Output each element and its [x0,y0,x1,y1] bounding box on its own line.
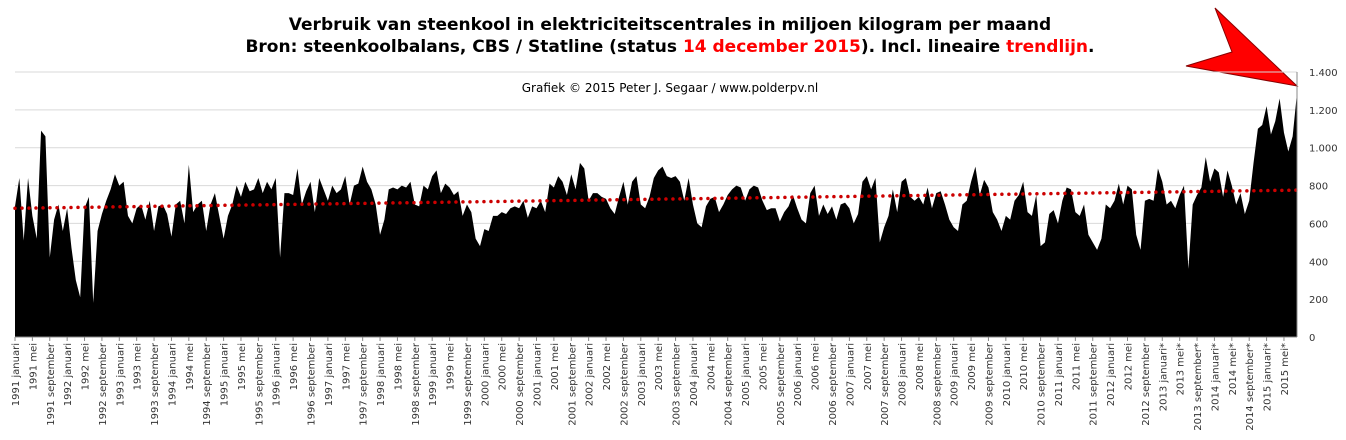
x-tick-label: 1991 september [46,342,57,426]
x-tick-label: 2015 mei* [1280,343,1291,395]
x-tick-label: 1996 mei [289,343,300,390]
x-tick-label: 2001 mei [550,343,561,390]
x-tick-label: 2009 mei [967,343,978,390]
x-tick-label: 2005 september [776,342,787,426]
x-tick-label: 2011 januari [1054,343,1065,406]
x-tick-label: 2014 mei* [1228,343,1239,395]
title-part: Bron: steenkoolbalans, CBS / Statline (s… [245,37,682,57]
chart-title: Verbruik van steenkool in elektriciteits… [289,15,1051,35]
x-tick-label: 2006 januari [793,343,804,406]
x-tick-label: 1993 september [150,342,161,426]
x-tick-label: 1997 mei [341,343,352,390]
x-tick-label: 2003 januari [637,343,648,406]
y-tick-label: 1.000 [1309,144,1338,155]
x-tick-label: 2001 januari [532,343,543,406]
x-tick-label: 1993 mei [133,343,144,390]
x-tick-label: 1994 januari [167,343,178,406]
y-tick-label: 1.200 [1309,106,1338,117]
title-part: 14 december 2015 [683,37,861,57]
chart-title-line2: Bron: steenkoolbalans, CBS / Statline (s… [245,37,1094,57]
chart-subtitle: Grafiek © 2015 Peter J. Segaar / www.pol… [522,81,819,95]
x-tick-label: 1997 januari [324,343,335,406]
title-part: ). Incl. lineaire [861,37,1006,57]
x-tick-label: 1993 januari [115,343,126,406]
x-tick-label: 2008 september [932,342,943,426]
x-tick-label: 2007 september [880,342,891,426]
x-tick-label: 2002 september [619,342,630,426]
x-tick-label: 2010 september [1037,342,1048,426]
x-tick-label: 1995 januari [220,343,231,406]
x-tick-label: 2006 september [828,342,839,426]
x-tick-label: 2012 mei [1124,343,1135,390]
x-tick-label: 1998 mei [393,343,404,390]
x-tick-label: 2013 mei* [1176,343,1187,395]
x-tick-label: 2004 september [724,342,735,426]
x-tick-label: 1991 januari [11,343,22,406]
y-tick-label: 400 [1309,257,1328,268]
x-tick-label: 1996 september [307,342,318,426]
x-tick-label: 2004 mei [706,343,717,390]
area [15,92,1297,337]
x-tick-label: 1999 januari [428,343,439,406]
x-tick-label: 2006 mei [811,343,822,390]
x-tick-label: 2015 januari* [1263,343,1274,411]
x-tick-label: 2009 januari [950,343,961,406]
x-tick-label: 2013 september* [1193,343,1204,431]
y-tick-label: 1.400 [1309,68,1338,79]
x-tick-label: 2014 januari* [1210,343,1221,411]
x-tick-label: 1996 januari [272,343,283,406]
x-tick-label: 2010 mei [1019,343,1030,390]
x-tick-label: 1998 januari [376,343,387,406]
x-tick-label: 1998 september [411,342,422,426]
x-tick-label: 1995 mei [237,343,248,390]
x-tick-label: 1992 september [98,342,109,426]
x-tick-label: 2012 januari [1106,343,1117,406]
x-tick-label: 2003 september [672,342,683,426]
title-part: . [1088,37,1094,57]
x-tick-label: 1992 mei [81,343,92,390]
x-tick-label: 1999 mei [446,343,457,390]
y-tick-label: 600 [1309,219,1328,230]
x-tick-label: 2014 september* [1245,343,1256,431]
x-tick-label: 2000 januari [480,343,491,406]
x-tick-label: 1999 september [463,342,474,426]
x-tick-label: 2000 mei [498,343,509,390]
x-tick-label: 2002 mei [602,343,613,390]
x-tick-label: 2011 mei [1071,343,1082,390]
y-tick-label: 0 [1309,333,1315,344]
x-tick-label: 2003 mei [654,343,665,390]
x-tick-label: 1995 september [254,342,265,426]
x-tick-label: 2004 januari [689,343,700,406]
y-tick-label: 800 [1309,182,1328,193]
x-tick-label: 1991 mei [28,343,39,390]
x-tick-label: 1992 januari [63,343,74,406]
x-tick-label: 2008 januari [898,343,909,406]
x-tick-label: 2013 januari* [1158,343,1169,411]
x-tick-label: 2007 mei [863,343,874,390]
x-tick-label: 2010 januari [1002,343,1013,406]
arrow [1185,7,1299,87]
x-tick-label: 1997 september [359,342,370,426]
title-part: trendlijn [1006,37,1088,57]
x-tick-label: 1994 mei [185,343,196,390]
x-tick-label: 1994 september [202,342,213,426]
x-tick-label: 2002 januari [585,343,596,406]
x-tick-label: 2000 september [515,342,526,426]
x-tick-label: 2007 januari [845,343,856,406]
x-tick-label: 2005 mei [758,343,769,390]
x-tick-label: 2001 september [567,342,578,426]
x-tick-label: 2008 mei [915,343,926,390]
x-tick-label: 2012 september [1141,342,1152,426]
plot-area: 0 200 400 600 800 1.000 1.200 1.400 1991 januari… [11,68,1338,431]
x-tick-label: 2009 september [984,342,995,426]
y-tick-label: 200 [1309,295,1328,306]
x-tick-label: 2011 september [1089,342,1100,426]
x-tick-label: 2005 januari [741,343,752,406]
